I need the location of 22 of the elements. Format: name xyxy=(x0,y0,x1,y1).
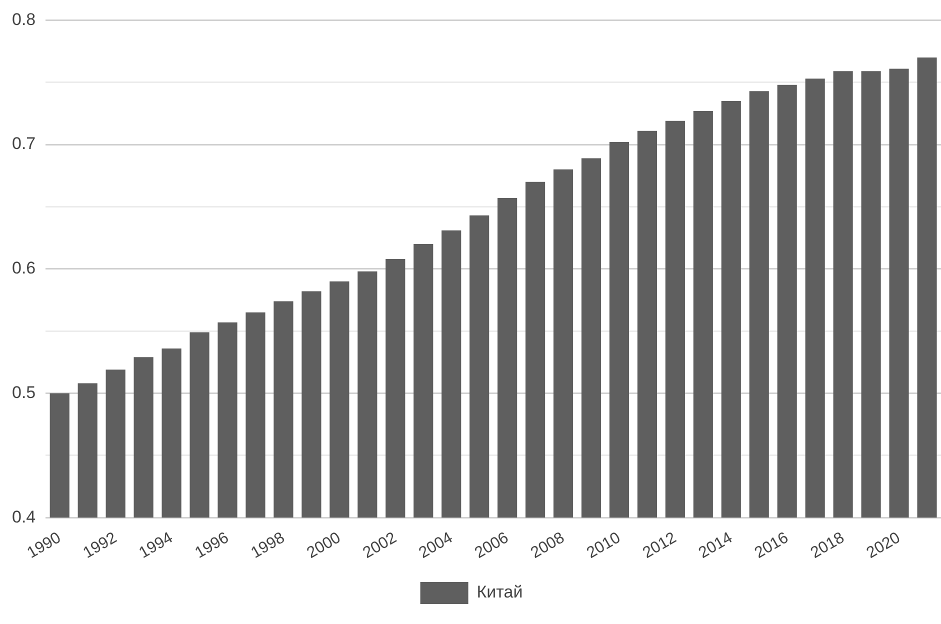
x-tick-label: 2014 xyxy=(696,529,736,562)
x-tick-label: 2002 xyxy=(360,529,400,562)
y-tick-label: 0.7 xyxy=(12,134,36,154)
y-tick-label: 0.5 xyxy=(12,382,36,402)
x-tick-label: 2010 xyxy=(584,529,624,562)
x-tick-label: 2004 xyxy=(416,529,456,562)
y-tick-label: 0.8 xyxy=(12,10,36,29)
x-tick-label: 2006 xyxy=(472,529,512,562)
x-tick-label: 2018 xyxy=(808,529,848,562)
x-tick-label: 1990 xyxy=(24,529,64,562)
x-tick-label: 2012 xyxy=(640,529,680,562)
y-tick-label: 0.4 xyxy=(12,507,36,526)
x-tick-label: 2020 xyxy=(864,529,904,562)
x-tick-label: 2016 xyxy=(752,529,792,562)
legend-label: Китай xyxy=(476,582,523,602)
y-tick-label: 0.6 xyxy=(12,258,36,278)
x-tick-label: 2008 xyxy=(528,529,568,562)
x-tick-label: 1998 xyxy=(248,529,288,562)
x-tick-label: 1994 xyxy=(136,529,176,562)
x-tick-label: 1992 xyxy=(80,529,120,562)
x-tick-label: 2000 xyxy=(304,529,344,562)
x-tick-label: 1996 xyxy=(192,529,232,562)
